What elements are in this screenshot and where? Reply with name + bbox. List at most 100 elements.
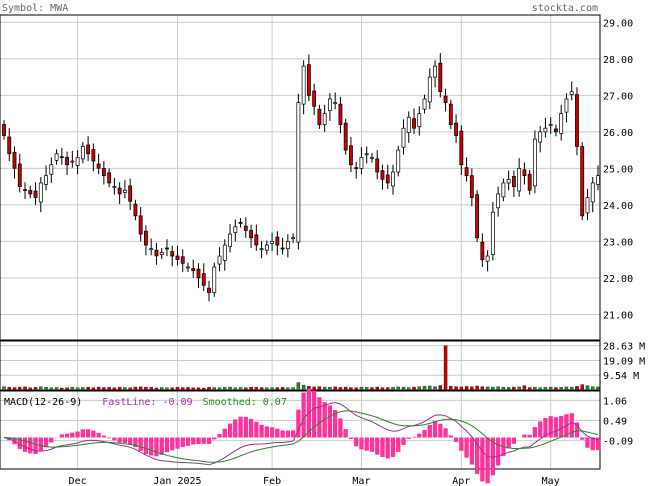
volume-bar — [159, 387, 164, 391]
volume-bar — [412, 386, 416, 391]
macd-hist-bar — [469, 437, 475, 465]
volume-bar — [454, 386, 458, 391]
candle-body — [333, 102, 338, 104]
macd-hist-bar — [522, 434, 527, 438]
candle-body — [422, 98, 427, 110]
volume-bar — [144, 387, 148, 391]
candle-body — [438, 62, 443, 93]
candle-body — [180, 256, 185, 264]
macd-fast-line — [3, 402, 599, 466]
macd-hist-bar — [490, 437, 496, 476]
candle-body — [296, 102, 301, 243]
candle-body — [306, 64, 311, 96]
volume-bar — [380, 387, 385, 391]
volume-bar — [86, 387, 90, 391]
volume-bar — [70, 387, 75, 391]
macd-hist-bar — [122, 437, 128, 444]
volume-bar — [202, 387, 206, 391]
macd-hist-bar — [553, 417, 559, 438]
candle-body — [112, 186, 117, 188]
smoothed-label: Smoothed: — [203, 397, 257, 408]
volume-bar — [438, 385, 443, 391]
volume-bar — [28, 387, 32, 391]
candle-body — [280, 247, 285, 250]
macd-hist-bar — [154, 437, 159, 457]
volume-bar — [280, 387, 285, 391]
candle-body — [96, 163, 101, 169]
volume-bar — [428, 385, 432, 391]
macd-hist-bar — [559, 416, 564, 438]
volume-bar — [485, 386, 490, 391]
volume-bar — [459, 386, 464, 391]
macd-hist-bar — [201, 437, 206, 444]
candle-body — [506, 178, 511, 184]
volume-bar — [133, 386, 138, 391]
volume-bars — [2, 345, 600, 391]
candle-body — [559, 113, 564, 134]
candle-body — [464, 167, 469, 177]
volume-bar — [286, 387, 290, 391]
volume-bar — [165, 387, 169, 391]
macd-hist-bar — [133, 437, 138, 448]
candle-body — [569, 91, 574, 95]
volume-bar — [396, 386, 400, 391]
candle-body — [23, 189, 27, 191]
volume-bar — [475, 385, 479, 391]
macd-tick-label: 1.06 — [603, 396, 627, 407]
volume-bar — [407, 387, 411, 391]
volume-bar — [585, 385, 590, 391]
volume-bar — [233, 387, 238, 391]
candle-body — [101, 168, 106, 177]
candle-body — [38, 182, 43, 203]
volume-bar — [33, 387, 38, 391]
volume-bar — [464, 386, 469, 391]
candle-body — [475, 194, 480, 239]
candle-body — [485, 255, 490, 262]
macd-hist-bar — [464, 437, 469, 458]
volume-bar — [60, 387, 64, 391]
volume-bar — [249, 387, 253, 391]
macd-hist-bar — [432, 421, 438, 438]
volume-bar — [207, 387, 211, 391]
volume-bar — [123, 387, 127, 391]
price-tick-label: 22.00 — [603, 274, 633, 285]
volume-bar — [391, 387, 395, 391]
volume-bar — [81, 387, 85, 391]
macd-hist-bar — [390, 437, 396, 457]
macd-hist-bar — [474, 437, 480, 474]
macd-hist-bar — [574, 422, 580, 438]
volume-bar — [596, 386, 600, 391]
volume-bar — [49, 387, 54, 391]
volume-bar — [128, 387, 132, 391]
candle-body — [249, 230, 253, 239]
candle-body — [238, 222, 243, 224]
volume-bar — [196, 387, 201, 391]
macd-hist-bar — [301, 392, 306, 438]
macd-hist-bar — [348, 437, 354, 440]
macd-hist-bar — [290, 430, 296, 438]
candle-body — [275, 236, 280, 246]
volume-bar — [301, 384, 306, 391]
volume-bar — [506, 387, 511, 391]
candle-body — [554, 128, 558, 133]
macd-hist-bar — [191, 437, 196, 445]
candle-body — [301, 65, 306, 105]
candle-body — [391, 171, 395, 187]
volume-bar — [223, 387, 227, 391]
candle-body — [75, 157, 80, 166]
volume-bar — [575, 386, 579, 391]
candle-body — [427, 76, 432, 103]
volume-bar — [259, 387, 264, 391]
volume-tick-label: 19.09 M — [603, 356, 645, 367]
macd-label: MACD(12-26-9) FastLine: -0.09 Smoothed: 0.07 — [4, 397, 287, 408]
candle-body — [49, 164, 54, 175]
macd-hist-bar — [196, 437, 201, 444]
candle-body — [285, 241, 290, 250]
volume-bar — [107, 387, 111, 391]
candle-body — [191, 268, 196, 271]
macd-smoothed-line — [3, 410, 599, 463]
volume-bar — [191, 387, 195, 391]
macd-hist-bar — [227, 423, 233, 438]
volume-bar — [375, 386, 379, 391]
volume-bar — [102, 387, 106, 391]
